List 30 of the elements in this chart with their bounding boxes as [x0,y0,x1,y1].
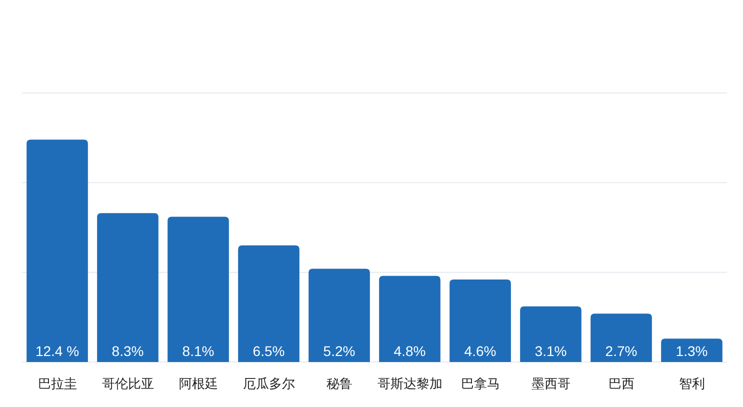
data-label: 4.8% [394,343,426,359]
x-tick-label: 巴拉圭 [38,377,77,392]
data-label: 12.4 % [35,343,80,359]
data-label: 8.3% [112,343,144,359]
data-label: 1.3% [676,343,708,359]
x-tick-label: 智利 [678,377,705,392]
data-label: 8.1% [182,343,214,359]
bar [520,306,582,362]
x-tick-label: 哥斯达黎加 [377,377,442,392]
data-label: 4.6% [464,343,496,359]
x-tick-label: 巴西 [608,377,634,392]
x-tick-label: 巴拿马 [460,377,500,392]
bar [450,280,511,362]
data-label: 6.5% [252,343,285,359]
bar [661,338,722,362]
x-tick-label: 墨西哥 [531,377,570,392]
bar [238,245,300,362]
x-tick-label: 厄瓜多尔 [242,377,295,392]
x-tick-label: 阿根廷 [178,377,218,392]
data-label: 3.1% [534,343,567,359]
x-tick-label: 秘鲁 [326,377,352,392]
bar [379,276,440,362]
bar [97,213,158,362]
bar [590,314,652,362]
bar [26,140,88,362]
bar [308,268,370,362]
x-tick-label: 哥伦比亚 [102,377,154,392]
data-label: 2.7% [605,343,638,359]
data-label: 5.2% [323,343,356,359]
bar [168,216,229,362]
